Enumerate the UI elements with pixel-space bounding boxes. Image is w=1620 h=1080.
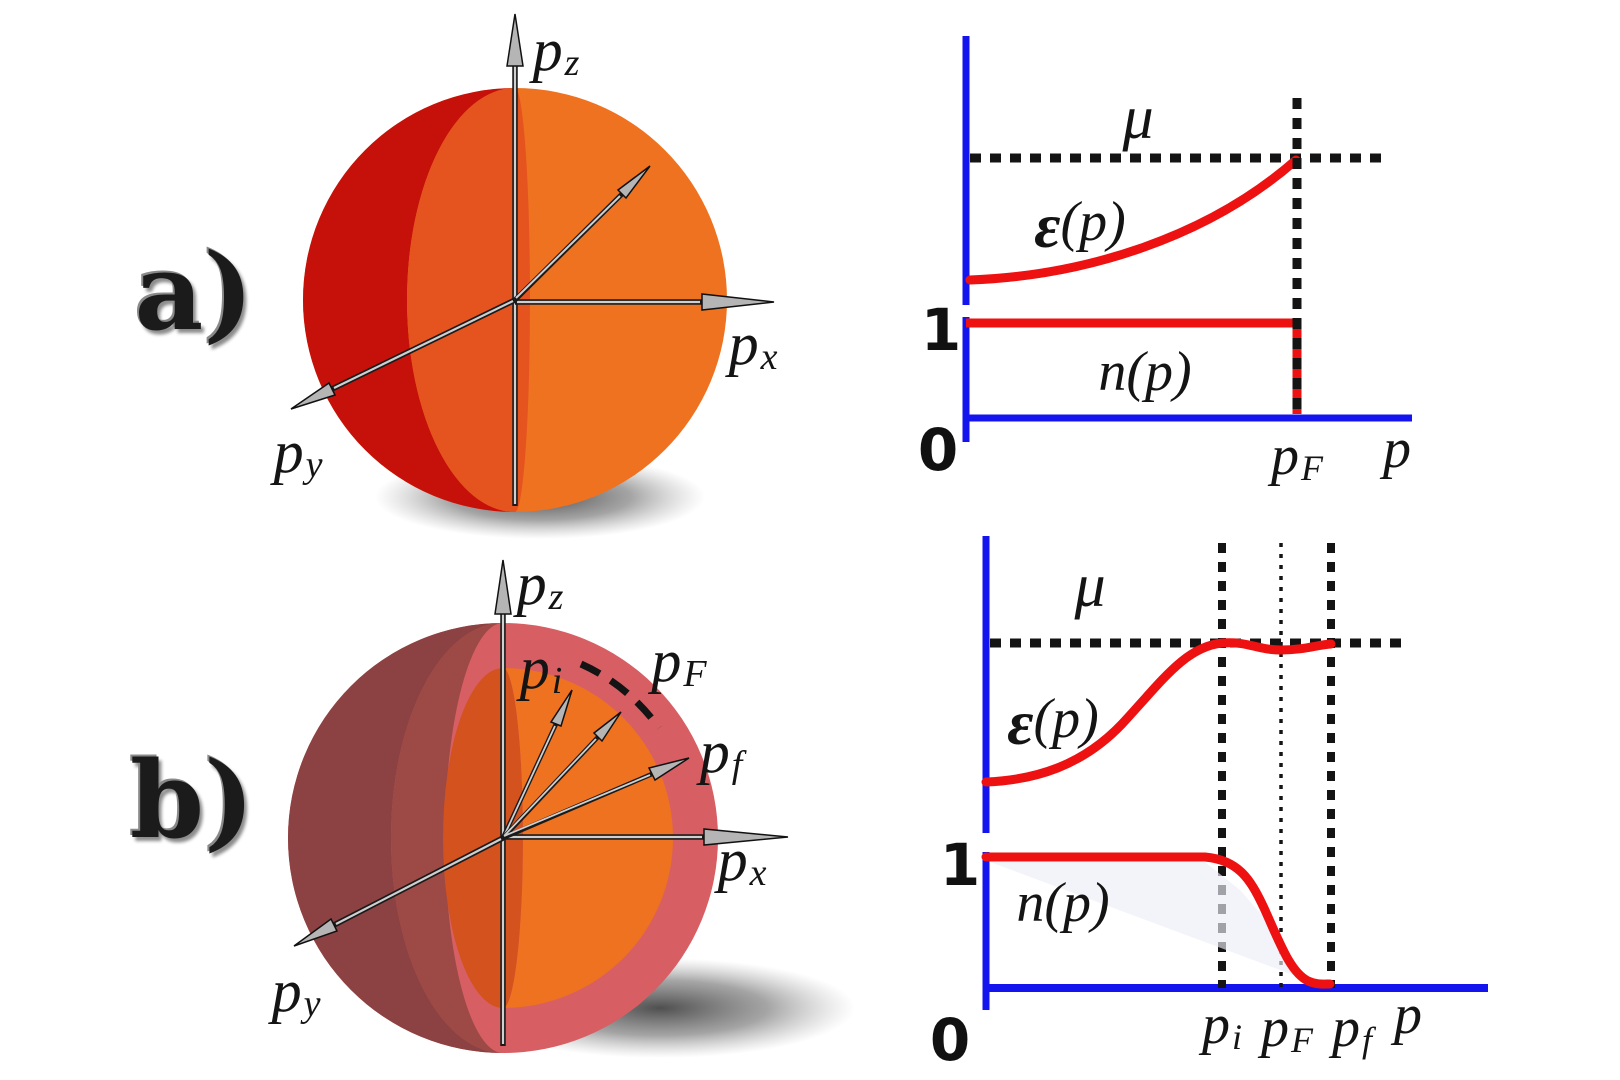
label-a-pF-vector: → pF: [0, 102, 1524, 162]
plot-b: [981, 536, 1488, 1010]
tick-b-one: 1: [939, 831, 981, 899]
label-a-n: n(p): [1098, 341, 1192, 403]
pz-axis-arrow-b: [494, 559, 512, 1046]
px-axis-arrow-b: [503, 828, 789, 846]
pf-vector-arrow-b: [502, 757, 690, 841]
plot-a-epsilon-curve: [965, 155, 1301, 285]
sphere-b-back-inner-lune: [391, 623, 503, 1053]
sphere-a-back-crescent: [303, 88, 515, 512]
panel-b-tag-text: b): [129, 737, 255, 862]
fermi-surface-dashed-arc-b: [579, 660, 662, 731]
pF-vector-arrow-a: [513, 165, 651, 302]
sphere-a: [290, 13, 775, 539]
plot-b-n-curve: [981, 852, 1335, 989]
pz-axis-arrow-a: [506, 13, 524, 506]
tick-a-zero: 0: [917, 416, 959, 484]
sphere-b: [288, 559, 855, 1058]
plot-b-n-shaded-wedge: [990, 862, 1315, 983]
tick-a-one: 1: [920, 296, 962, 364]
px-axis-arrow-a: [515, 293, 775, 311]
label-a-mu: μ: [1122, 84, 1154, 152]
panel-a-tag-text: a): [134, 229, 254, 354]
sphere-b-back-outer-crescent: [288, 623, 503, 1053]
tick-a-p: p: [1383, 418, 1411, 480]
py-axis-arrow-b: [293, 835, 505, 947]
tick-b-p: p: [1394, 984, 1422, 1046]
panel-a-tag: a): [135, 239, 254, 345]
sphere-a-cut-face: [407, 88, 530, 512]
pF-vector-arrow-b: [501, 711, 622, 840]
py-axis-arrow-a: [290, 297, 517, 410]
pi-vector-arrow-b: [500, 689, 573, 839]
label-a-epsilon: ε (p): [1034, 190, 1126, 261]
panel-b-tag: b): [130, 747, 254, 853]
tick-b-zero: 0: [929, 1006, 971, 1074]
label-b-epsilon: ε (p): [1007, 687, 1099, 758]
label-b-n: n(p): [1016, 872, 1110, 934]
plot-b-epsilon-curve: [981, 638, 1336, 787]
plot-a: [962, 36, 1412, 442]
label-b-mu: μ: [1074, 552, 1106, 620]
